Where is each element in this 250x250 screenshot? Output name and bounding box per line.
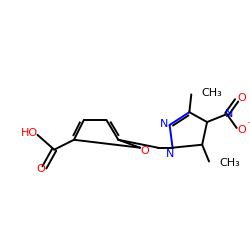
Text: O: O bbox=[36, 164, 45, 174]
Text: HO: HO bbox=[21, 128, 38, 138]
Text: O: O bbox=[237, 94, 246, 104]
Text: CH₃: CH₃ bbox=[201, 88, 222, 99]
Text: N: N bbox=[166, 148, 174, 158]
Text: CH₃: CH₃ bbox=[219, 158, 240, 168]
Text: O: O bbox=[237, 125, 246, 135]
Text: O: O bbox=[140, 146, 149, 156]
Text: N: N bbox=[160, 119, 168, 129]
Text: N: N bbox=[224, 109, 233, 119]
Text: ⁻: ⁻ bbox=[246, 120, 250, 130]
